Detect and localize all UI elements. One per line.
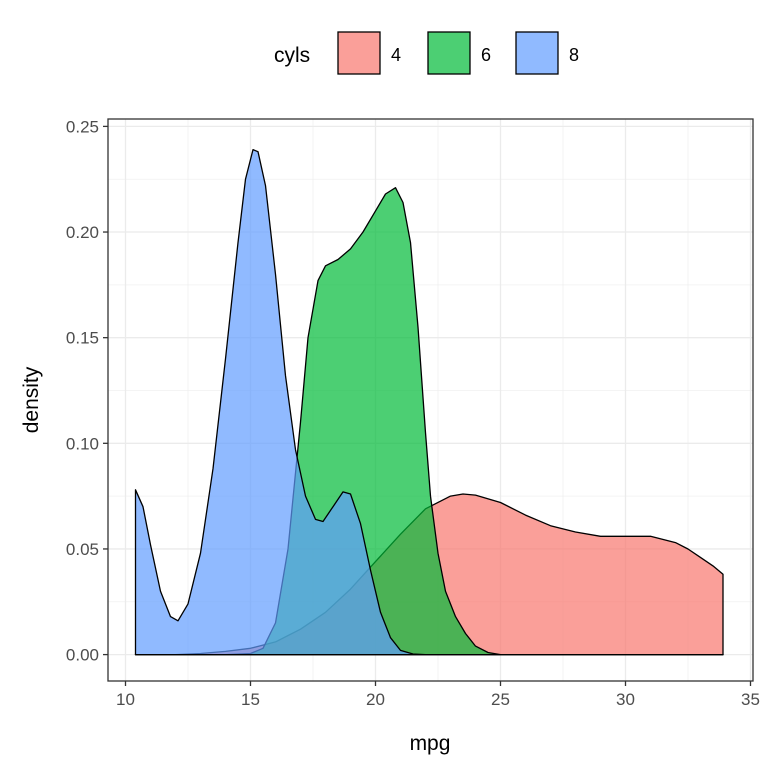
x-tick-label: 10 xyxy=(116,690,135,709)
x-tick-label: 15 xyxy=(241,690,260,709)
panel-border xyxy=(107,118,754,682)
y-tick-label: 0.15 xyxy=(66,329,99,348)
x-tick-label: 20 xyxy=(366,690,385,709)
y-axis-title: density xyxy=(20,366,43,433)
x-tick-label: 30 xyxy=(616,690,635,709)
legend-key-8 xyxy=(515,31,559,75)
x-tick-label: 25 xyxy=(491,690,510,709)
y-tick-label: 0.05 xyxy=(66,540,99,559)
density-areas xyxy=(134,148,724,656)
y-tick-label: 0.25 xyxy=(66,117,99,136)
y-tick-label: 0.00 xyxy=(66,646,99,665)
legend-label: 4 xyxy=(391,45,401,65)
legend: cyls 4 6 8 xyxy=(274,31,579,75)
y-axis: 0.00 0.05 0.10 0.15 0.20 0.25 xyxy=(66,117,108,665)
x-axis-title: mpg xyxy=(410,732,451,755)
legend-label: 8 xyxy=(569,45,579,65)
y-tick-label: 0.20 xyxy=(66,223,99,242)
density-area-cyl-8 xyxy=(134,148,724,656)
y-tick-label: 0.10 xyxy=(66,434,99,453)
x-axis: 10 15 20 25 30 35 xyxy=(116,681,760,709)
legend-title: cyls xyxy=(274,44,310,67)
x-tick-label: 35 xyxy=(741,690,760,709)
legend-label: 6 xyxy=(481,45,491,65)
legend-key-6 xyxy=(427,31,471,75)
legend-key-4 xyxy=(337,31,381,75)
